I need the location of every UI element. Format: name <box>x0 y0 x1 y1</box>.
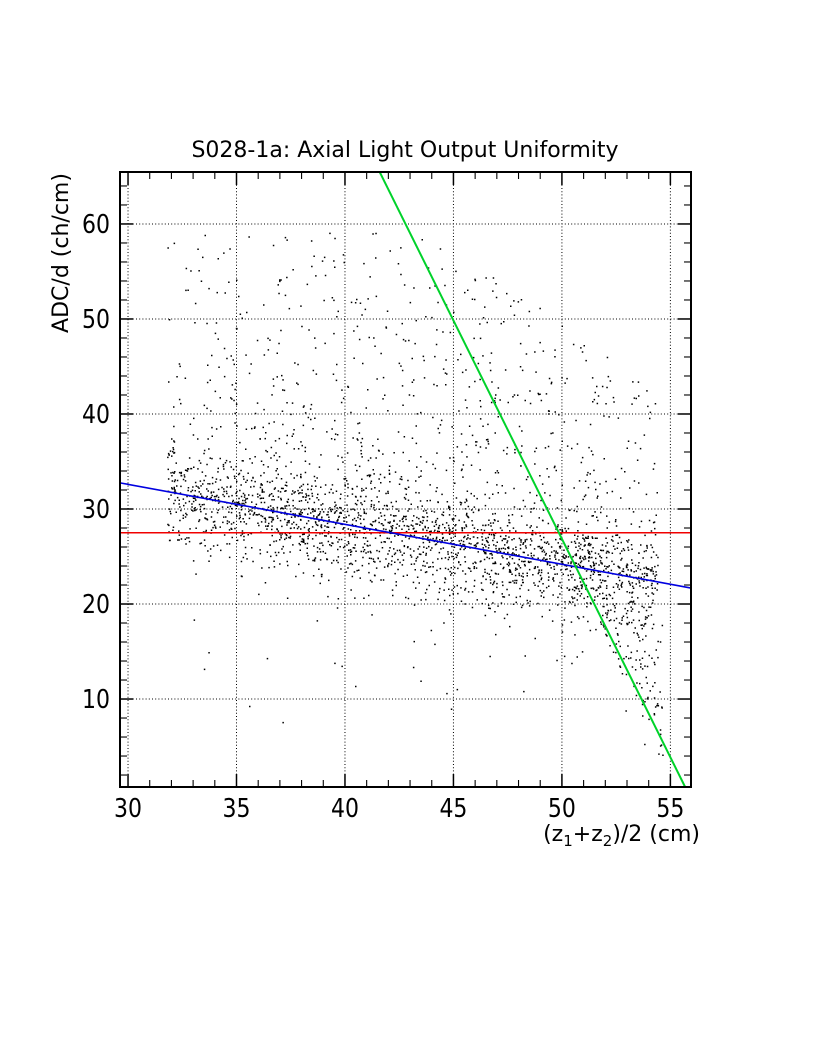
steep-fit-line <box>378 171 687 788</box>
x-tick-label: 35 <box>222 794 250 824</box>
x-tick-label: 30 <box>114 794 142 824</box>
x-tick-label: 40 <box>331 794 359 824</box>
scatter-points <box>167 232 664 757</box>
x-tick-label: 50 <box>548 794 576 824</box>
y-tick-label: 10 <box>82 685 110 715</box>
x-tick-label: 45 <box>439 794 467 824</box>
y-tick-label: 30 <box>82 495 110 525</box>
y-axis-label: ADC/d (ch/cm) <box>49 173 74 333</box>
plot-frame <box>119 171 692 788</box>
y-tick-label: 60 <box>82 210 110 240</box>
x-axis-label: (z1+z2)/2 (cm) <box>543 822 700 850</box>
plot-title: S028-1a: Axial Light Output Uniformity <box>191 138 618 163</box>
y-tick-label: 40 <box>82 400 110 430</box>
plot-generated-layer: 30 35 40 45 50 55 10 20 30 40 50 60 <box>82 171 692 824</box>
linear-fit-line <box>119 482 692 589</box>
y-tick-label: 20 <box>82 590 110 620</box>
y-tick-label: 50 <box>82 305 110 335</box>
x-tick-label: 55 <box>656 794 684 824</box>
